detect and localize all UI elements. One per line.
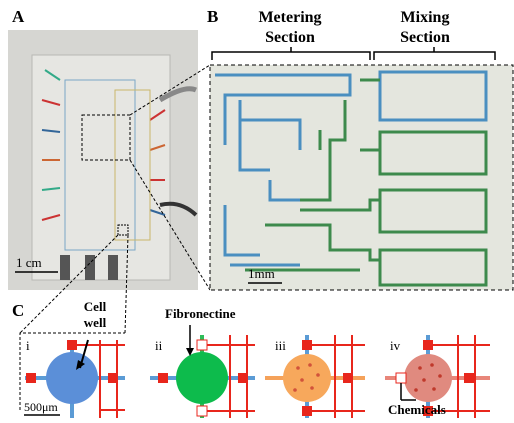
step-label: iii xyxy=(275,338,286,353)
panel-label: A xyxy=(12,7,25,26)
valve xyxy=(302,406,312,416)
cell xyxy=(310,386,314,390)
annotation: Chemicals xyxy=(388,402,446,417)
cell xyxy=(296,366,300,370)
panel-label: B xyxy=(207,7,218,26)
valve xyxy=(302,340,312,350)
figure: A 1 cm B Metering Section Mixing Section xyxy=(0,0,514,423)
cell xyxy=(300,378,304,382)
step-label: ii xyxy=(155,338,163,353)
cell-well xyxy=(46,352,98,404)
valve-open xyxy=(197,340,207,350)
panel-label: C xyxy=(12,301,24,320)
scale-label: 500μm xyxy=(24,400,58,414)
step-diagram: iv Chemicals xyxy=(385,335,490,418)
tube-end xyxy=(60,255,70,280)
valve-open xyxy=(396,373,406,383)
scale-label: 1 cm xyxy=(16,255,42,270)
step-diagram: ii Fibronectine xyxy=(150,306,255,418)
cell xyxy=(430,363,434,367)
tube-end xyxy=(108,255,118,280)
cell-well xyxy=(404,354,452,402)
section-title: Mixing xyxy=(401,9,450,26)
valve xyxy=(26,373,36,383)
cell xyxy=(308,363,312,367)
cell xyxy=(438,374,442,378)
cell xyxy=(293,388,297,392)
annotation: Fibronectine xyxy=(165,306,236,321)
valve xyxy=(158,373,168,383)
step-label: iv xyxy=(390,338,401,353)
cell xyxy=(418,366,422,370)
cell xyxy=(432,387,436,391)
bracket xyxy=(212,47,370,60)
bracket xyxy=(374,47,495,60)
section-title: Metering xyxy=(258,9,321,26)
chip xyxy=(32,55,170,280)
scale-label: 1mm xyxy=(248,266,275,281)
cell-well xyxy=(283,354,331,402)
tube-end xyxy=(85,255,95,280)
valve xyxy=(464,373,474,383)
cell xyxy=(422,378,426,382)
valve xyxy=(108,373,118,383)
step-label: i xyxy=(26,338,30,353)
annotation: well xyxy=(84,315,107,330)
valve xyxy=(343,373,353,383)
annotation: Cell xyxy=(84,299,107,314)
step-diagram: iii xyxy=(265,335,365,418)
valve xyxy=(423,340,433,350)
cell-well xyxy=(176,352,228,404)
section-title: Section xyxy=(400,29,450,46)
valve-open xyxy=(197,406,207,416)
valve xyxy=(67,340,77,350)
cell xyxy=(414,388,418,392)
valve xyxy=(238,373,248,383)
cell xyxy=(316,373,320,377)
step-diagram: i Cell well 500μm xyxy=(24,299,125,418)
section-title: Section xyxy=(265,29,315,46)
